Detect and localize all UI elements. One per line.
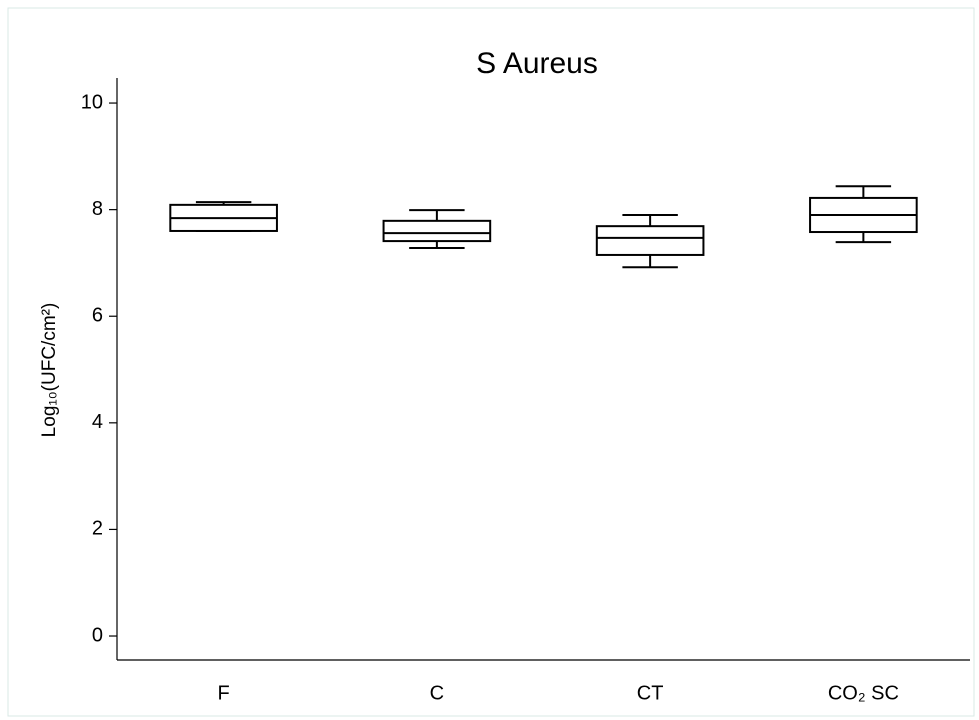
y-tick-label: 2 bbox=[92, 518, 103, 540]
box bbox=[595, 225, 705, 256]
x-tick-label: CT bbox=[637, 682, 664, 704]
chart-title: S Aureus bbox=[476, 47, 598, 80]
frame bbox=[7, 7, 975, 717]
y-tick-label: 8 bbox=[92, 198, 103, 220]
x-tick-label: CO₂ SC bbox=[828, 682, 899, 704]
y-tick-label: 6 bbox=[92, 305, 103, 327]
x-tick-label: F bbox=[218, 682, 230, 704]
x-tick-label: C bbox=[430, 682, 444, 704]
box bbox=[382, 219, 492, 243]
y-tick-label: 4 bbox=[92, 411, 103, 433]
y-tick-label: 0 bbox=[92, 624, 103, 646]
y-axis-label: Log₁₀(UFC/cm²) bbox=[39, 303, 60, 438]
y-tick-label: 10 bbox=[81, 91, 103, 113]
